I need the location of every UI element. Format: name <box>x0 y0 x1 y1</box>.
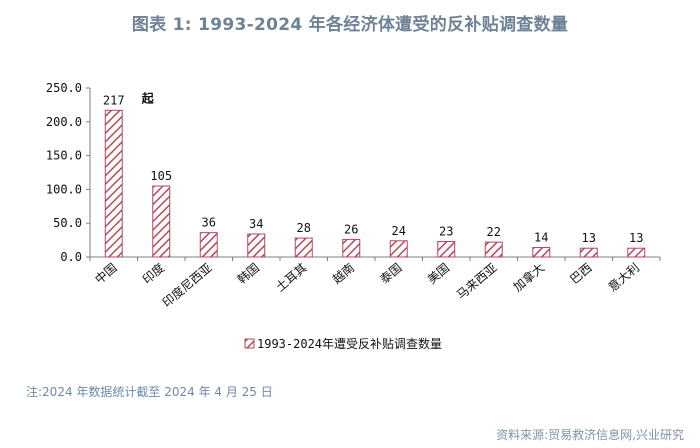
bar <box>389 240 408 258</box>
footnote: 注:2024 年数据统计截至 2024 年 4 月 25 日 <box>26 385 273 399</box>
data-label: 23 <box>439 224 453 238</box>
y-tick-label: 0.0 <box>60 250 82 264</box>
legend-swatch <box>244 338 255 349</box>
chart-title: 图表 1: 1993-2024 年各经济体遭受的反补贴调查数量 <box>131 15 569 35</box>
x-tick-label: 中国 <box>92 260 120 287</box>
y-tick-label: 250.0 <box>46 81 82 95</box>
data-label: 217 <box>103 93 125 107</box>
y-tick-label: 50.0 <box>53 216 82 230</box>
bar <box>247 233 266 258</box>
data-label: 22 <box>487 225 501 239</box>
x-tick-label: 越南 <box>329 260 357 287</box>
source-credit: 资料来源:贸易救济信息网,兴业研究 <box>496 428 684 442</box>
data-label: 14 <box>534 231 548 245</box>
y-tick-label: 100.0 <box>46 182 82 196</box>
y-tick-label: 150.0 <box>46 149 82 163</box>
x-tick-label: 意大利 <box>605 260 642 295</box>
data-label: 24 <box>392 224 406 238</box>
x-tick-label: 泰国 <box>377 261 404 287</box>
x-tick-label: 印度尼西亚 <box>159 260 215 310</box>
data-label: 13 <box>582 231 596 245</box>
x-tick-label: 韩国 <box>234 260 262 287</box>
data-label: 36 <box>202 216 216 230</box>
bar <box>342 238 361 258</box>
data-label: 28 <box>297 221 311 235</box>
bar <box>627 247 646 258</box>
x-tick-label: 印度 <box>139 260 167 287</box>
x-tick-label: 巴西 <box>567 261 594 287</box>
bar <box>579 247 598 258</box>
bar <box>104 109 123 258</box>
y-tick-label: 200.0 <box>46 115 82 129</box>
bar <box>484 241 503 258</box>
bar <box>437 240 456 258</box>
bar <box>152 185 171 258</box>
bar <box>532 247 551 258</box>
data-label: 26 <box>344 222 358 236</box>
x-tick-label: 土耳其 <box>273 261 310 295</box>
bar <box>294 237 313 258</box>
bar <box>199 232 218 258</box>
legend-label: 1993-2024年遭受反补贴调查数量 <box>257 336 442 351</box>
data-label: 13 <box>629 231 643 245</box>
x-tick-label: 美国 <box>425 261 452 287</box>
annotation-text: 起 <box>141 90 155 105</box>
x-tick-label: 马来西亚 <box>454 261 500 303</box>
data-label: 105 <box>150 169 172 183</box>
data-label: 34 <box>249 217 263 231</box>
x-tick-label: 加拿大 <box>510 260 547 295</box>
